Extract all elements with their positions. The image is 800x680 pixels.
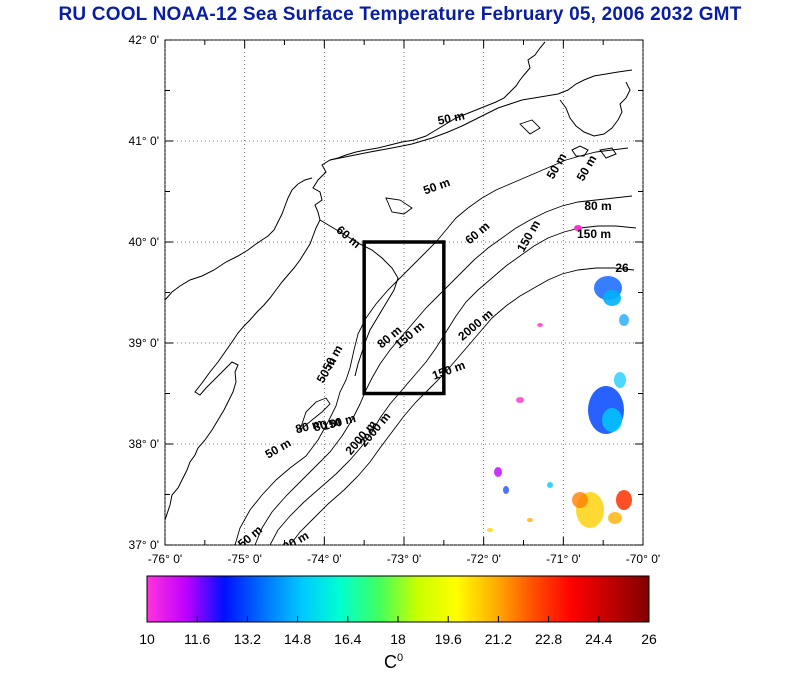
lon-label: -76° 0'	[148, 552, 182, 566]
contour-label: 80 m	[312, 414, 342, 435]
colorbar-tick-label: 14.8	[284, 631, 311, 647]
lat-label: 41° 0'	[129, 134, 159, 148]
isobath-150m	[269, 225, 637, 545]
colorbar-tick-label: 26	[641, 631, 657, 647]
colorbar-tick-label: 21.2	[485, 631, 512, 647]
lat-label: 37° 0'	[129, 538, 159, 552]
lat-label: 38° 0'	[129, 437, 159, 451]
colorbar-tick-label: 11.6	[184, 631, 210, 647]
contour-label: 26	[615, 261, 629, 275]
colorbar-unit: C0	[384, 652, 404, 672]
map-title: RU COOL NOAA-12 Sea Surface Temperature …	[58, 4, 742, 25]
colorbar-tick-label: 16.4	[334, 631, 361, 647]
coastline-long-island	[329, 69, 633, 161]
latitude-labels: 42° 0' 41° 0' 40° 0' 39° 0' 38° 0' 37° 0'	[129, 33, 159, 552]
lon-label: -72° 0'	[466, 552, 500, 566]
colorbar-tick-label: 10	[139, 631, 155, 647]
isobath-50m	[234, 147, 629, 545]
coastline-mid-atlantic	[165, 41, 546, 521]
colorbar-tick-label: 19.6	[435, 631, 462, 647]
colorbar-tick-label: 24.4	[585, 631, 612, 647]
coastline-cape-cod	[559, 81, 631, 137]
lat-label: 39° 0'	[129, 336, 159, 350]
coastline-delmarva	[165, 177, 313, 301]
contour-label: 50 m	[436, 108, 466, 127]
isobath-80m	[254, 195, 633, 545]
axis-ticks	[164, 39, 644, 546]
lat-label: 40° 0'	[129, 235, 159, 249]
lon-label: -70° 0'	[626, 552, 660, 566]
lon-label: -73° 0'	[387, 552, 421, 566]
isobath-50m-inner	[299, 119, 541, 432]
lat-label: 42° 0'	[129, 33, 159, 47]
isobath-2000m	[289, 267, 635, 545]
longitude-labels: -76° 0' -75° 0' -74° 0' -73° 0' -72° 0' -71° …	[148, 552, 660, 566]
study-area-box	[362, 240, 446, 396]
contour-label: 150 m	[577, 227, 611, 241]
contour-label: 80 m	[294, 416, 324, 437]
lon-label: -74° 0'	[307, 552, 341, 566]
colorbar	[146, 575, 650, 623]
contour-label: 80 m	[584, 199, 611, 213]
colorbar-ticks: 10 11.6 13.2 14.8 16.4 18 19.6 21.2 22.8 24.4 26	[139, 616, 657, 647]
colorbar-tick-label: 18	[390, 631, 406, 647]
lon-label: -75° 0'	[227, 552, 261, 566]
colorbar-tick-label: 22.8	[535, 631, 562, 647]
coastline-nantucket	[571, 145, 617, 159]
sst-data-pixels	[487, 225, 632, 532]
lon-label: -71° 0'	[546, 552, 580, 566]
colorbar-tick-label: 13.2	[234, 631, 261, 647]
